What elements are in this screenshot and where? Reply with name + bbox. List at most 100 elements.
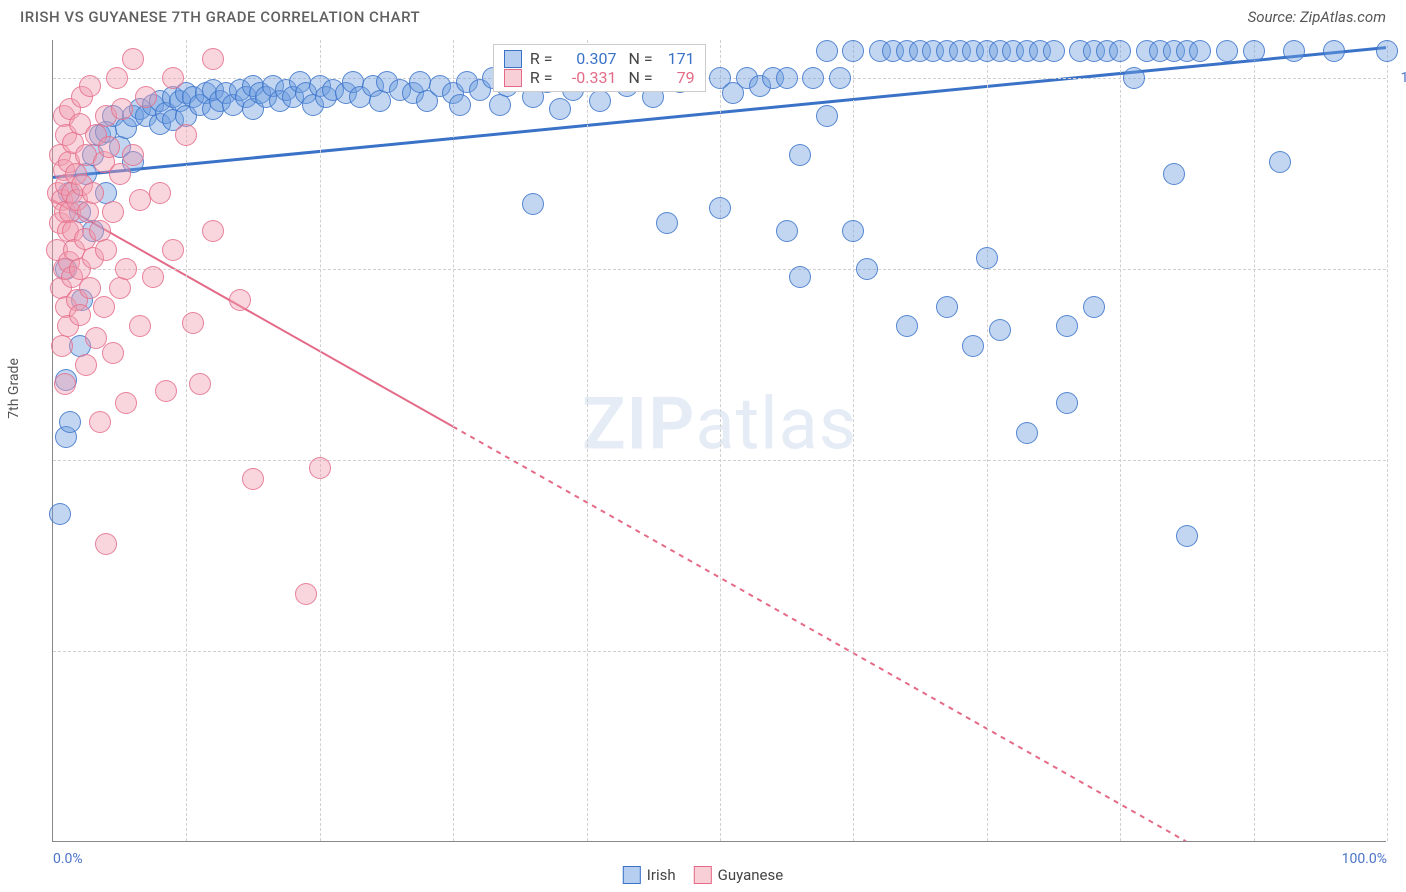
stat-r-label: R = — [530, 49, 553, 68]
data-point — [842, 40, 864, 62]
grid-line — [1387, 40, 1388, 841]
data-point — [1189, 40, 1211, 62]
stat-n-label: N = — [624, 68, 652, 87]
data-point — [816, 105, 838, 127]
series-swatch — [623, 866, 641, 884]
data-point — [49, 503, 71, 525]
data-point — [962, 335, 984, 357]
data-point — [142, 266, 164, 288]
data-point — [1283, 40, 1305, 62]
legend-item: Guyanese — [694, 866, 784, 884]
data-point — [115, 258, 137, 280]
legend-label: Irish — [647, 866, 676, 884]
stat-n-label: N = — [624, 49, 652, 68]
series-swatch — [504, 50, 522, 68]
data-point — [1109, 40, 1131, 62]
data-point — [109, 163, 131, 185]
legend-item: Irish — [623, 866, 676, 884]
data-point — [776, 67, 798, 89]
data-point — [976, 247, 998, 269]
stat-r-value: 0.307 — [560, 49, 616, 68]
stats-box: R = 0.307 N = 171 R = -0.331 N = 79 — [493, 44, 706, 92]
data-point — [829, 67, 851, 89]
data-point — [54, 373, 76, 395]
data-point — [182, 312, 204, 334]
data-point — [1016, 422, 1038, 444]
stat-n-value: 171 — [661, 49, 695, 68]
grid-line — [1120, 40, 1121, 841]
stats-row: R = 0.307 N = 171 — [504, 49, 695, 68]
grid-line — [987, 40, 988, 841]
data-point — [102, 201, 124, 223]
data-point — [93, 296, 115, 318]
series-swatch — [694, 866, 712, 884]
data-point — [789, 266, 811, 288]
data-point — [816, 40, 838, 62]
data-point — [1056, 315, 1078, 337]
data-point — [856, 258, 878, 280]
legend-label: Guyanese — [718, 866, 784, 884]
data-point — [95, 239, 117, 261]
data-point — [842, 220, 864, 242]
data-point — [1043, 40, 1065, 62]
data-point — [59, 411, 81, 433]
grid-line — [1254, 40, 1255, 841]
data-point — [155, 380, 177, 402]
stat-r-label: R = — [530, 68, 553, 87]
data-point — [522, 193, 544, 215]
data-point — [776, 220, 798, 242]
data-point — [102, 342, 124, 364]
data-point — [106, 67, 128, 89]
data-point — [242, 468, 264, 490]
data-point — [111, 98, 133, 120]
data-point — [1083, 296, 1105, 318]
stat-n-value: 79 — [661, 68, 695, 87]
data-point — [369, 90, 391, 112]
y-tick-label: 95.0% — [1390, 261, 1406, 277]
data-point — [89, 411, 111, 433]
data-point — [802, 67, 824, 89]
x-tick-label: 0.0% — [53, 851, 83, 867]
data-point — [129, 189, 151, 211]
data-point — [1216, 40, 1238, 62]
data-point — [202, 220, 224, 242]
data-point — [115, 392, 137, 414]
data-point — [549, 98, 571, 120]
data-point — [656, 212, 678, 234]
data-point — [1056, 392, 1078, 414]
grid-line — [453, 40, 454, 841]
data-point — [1323, 40, 1345, 62]
data-point — [989, 319, 1011, 341]
data-point — [1123, 67, 1145, 89]
data-point — [149, 182, 171, 204]
y-tick-label: 85.0% — [1390, 643, 1406, 659]
data-point — [162, 239, 184, 261]
data-point — [69, 304, 91, 326]
chart-title: IRISH VS GUYANESE 7TH GRADE CORRELATION … — [20, 8, 420, 26]
series-swatch — [504, 69, 522, 87]
data-point — [75, 354, 97, 376]
data-point — [79, 75, 101, 97]
data-point — [109, 277, 131, 299]
data-point — [135, 86, 157, 108]
grid-line — [853, 40, 854, 841]
x-tick-label: 100.0% — [1342, 851, 1387, 867]
grid-line — [320, 40, 321, 841]
grid-line — [186, 40, 187, 841]
source-label: Source: ZipAtlas.com — [1248, 8, 1386, 26]
data-point — [98, 136, 120, 158]
data-point — [1376, 40, 1398, 62]
grid-line — [53, 460, 1386, 461]
data-point — [295, 583, 317, 605]
data-point — [789, 144, 811, 166]
data-point — [1163, 163, 1185, 185]
grid-line — [587, 40, 588, 841]
data-point — [122, 144, 144, 166]
stat-r-value: -0.331 — [560, 68, 616, 87]
data-point — [129, 315, 151, 337]
data-point — [1269, 151, 1291, 173]
y-axis-label: 7th Grade — [6, 358, 22, 419]
data-point — [936, 296, 958, 318]
chart-area: 7th Grade ZIPatlas 85.0%90.0%95.0%100.0%… — [52, 40, 1386, 842]
data-point — [589, 90, 611, 112]
